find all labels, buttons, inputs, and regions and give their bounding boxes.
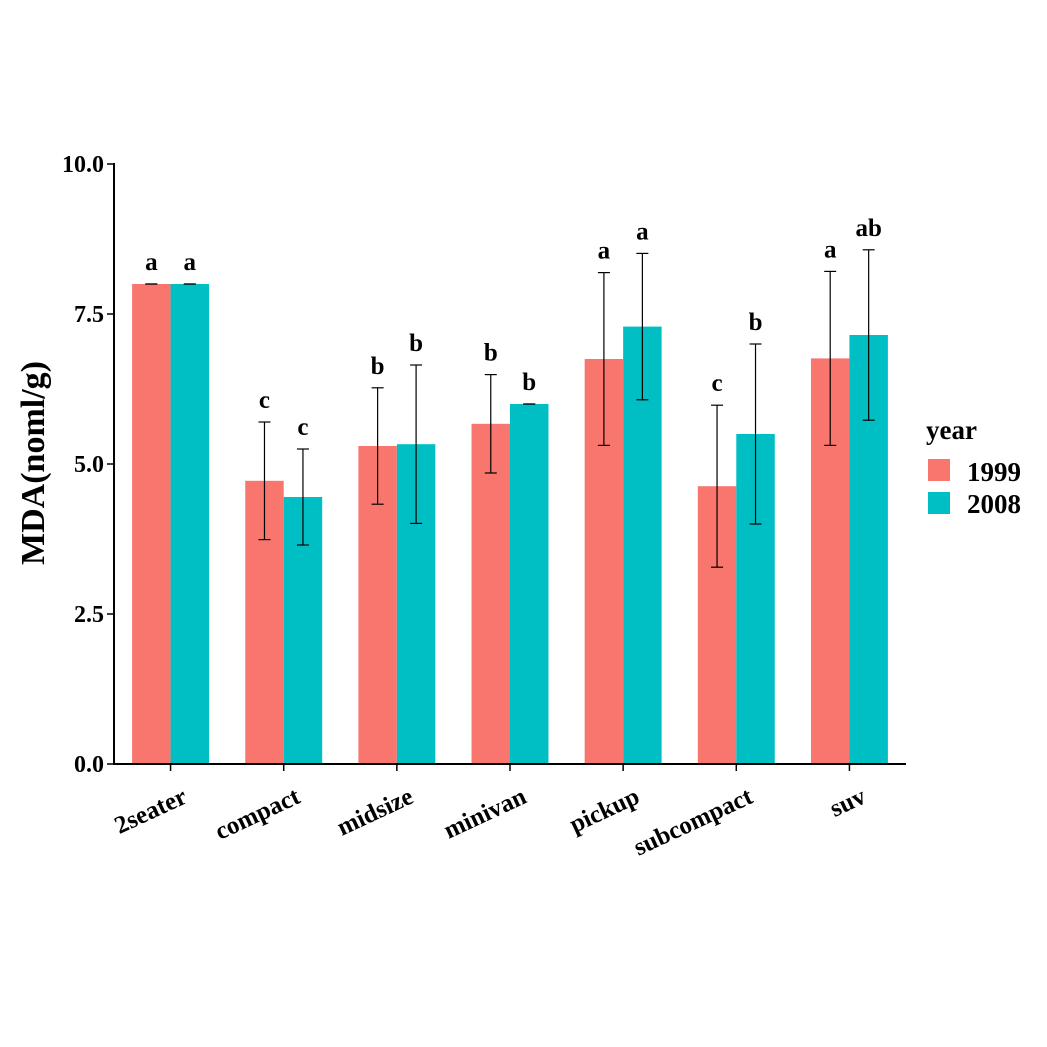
x-tick-label-minivan: minivan — [440, 783, 531, 845]
x-tick-label-2seater: 2seater — [111, 783, 192, 840]
y-axis-title: MDA(noml/g) — [15, 361, 52, 565]
sig-label-2seater-1999: a — [145, 249, 158, 276]
error-bar-pickup-2008 — [636, 252, 649, 401]
error-bar-compact-1999 — [258, 421, 271, 541]
bar-2seater-2008 — [170, 284, 210, 764]
sig-label-midsize-2008: b — [409, 330, 423, 357]
y-tick-label-2.5: 2.5 — [74, 602, 104, 628]
legend-swatch-1999 — [928, 459, 950, 481]
y-tick-label-7.5: 7.5 — [74, 302, 104, 328]
error-bar-midsize-2008 — [410, 364, 423, 525]
legend: year 1999 2008 — [926, 415, 1021, 519]
sig-label-subcompact-1999: c — [711, 370, 722, 397]
sig-label-pickup-1999: a — [598, 238, 611, 265]
legend-swatch-2008 — [928, 492, 950, 514]
bar-2seater-1999 — [132, 284, 171, 764]
error-bar-compact-2008 — [296, 448, 309, 546]
bar-minivan-1999 — [471, 423, 510, 764]
sig-label-minivan-2008: b — [522, 369, 536, 396]
sig-label-2seater-2008: a — [184, 249, 197, 276]
x-tick-label-midsize: midsize — [333, 783, 417, 842]
error-bar-pickup-1999 — [597, 272, 610, 446]
x-tick-label-suv: suv — [826, 783, 871, 823]
sig-label-pickup-2008: a — [636, 218, 649, 245]
error-bar-subcompact-1999 — [711, 404, 724, 568]
sig-label-suv-2008: ab — [855, 215, 881, 242]
x-axis-ticks: 2seater compact midsize minivan pickupsubcom… — [111, 764, 871, 862]
legend-title: year — [926, 415, 977, 445]
y-tick-label-10: 10.0 — [62, 152, 104, 178]
bar-minivan-2008 — [510, 404, 549, 764]
error-bar-suv-1999 — [824, 270, 837, 446]
error-bar-subcompact-2008 — [749, 343, 762, 525]
legend-label-2008: 2008 — [967, 489, 1021, 519]
error-bar-suv-2008 — [862, 249, 875, 421]
error-bar-midsize-1999 — [371, 387, 384, 505]
error-bars-layer — [145, 249, 875, 568]
bars-layer — [132, 284, 888, 764]
x-tick-label-subcompact: subcompact — [630, 783, 758, 862]
sig-label-compact-2008: c — [297, 414, 308, 441]
x-tick-label-compact: compact — [211, 783, 305, 846]
y-axis-ticks: 0.0 2.5 5.0 7.5 10.0 — [62, 152, 114, 778]
sig-label-minivan-1999: b — [484, 340, 498, 367]
x-tick-label-pickup: pickup — [565, 783, 643, 839]
y-tick-label-5: 5.0 — [74, 452, 104, 478]
legend-label-1999: 1999 — [967, 457, 1021, 487]
sig-label-midsize-1999: b — [371, 353, 385, 380]
sig-label-compact-1999: c — [259, 387, 270, 414]
y-tick-label-0: 0.0 — [74, 752, 104, 778]
error-bar-minivan-1999 — [484, 374, 497, 474]
sig-label-suv-1999: a — [824, 236, 837, 263]
sig-label-subcompact-2008: b — [749, 309, 763, 336]
